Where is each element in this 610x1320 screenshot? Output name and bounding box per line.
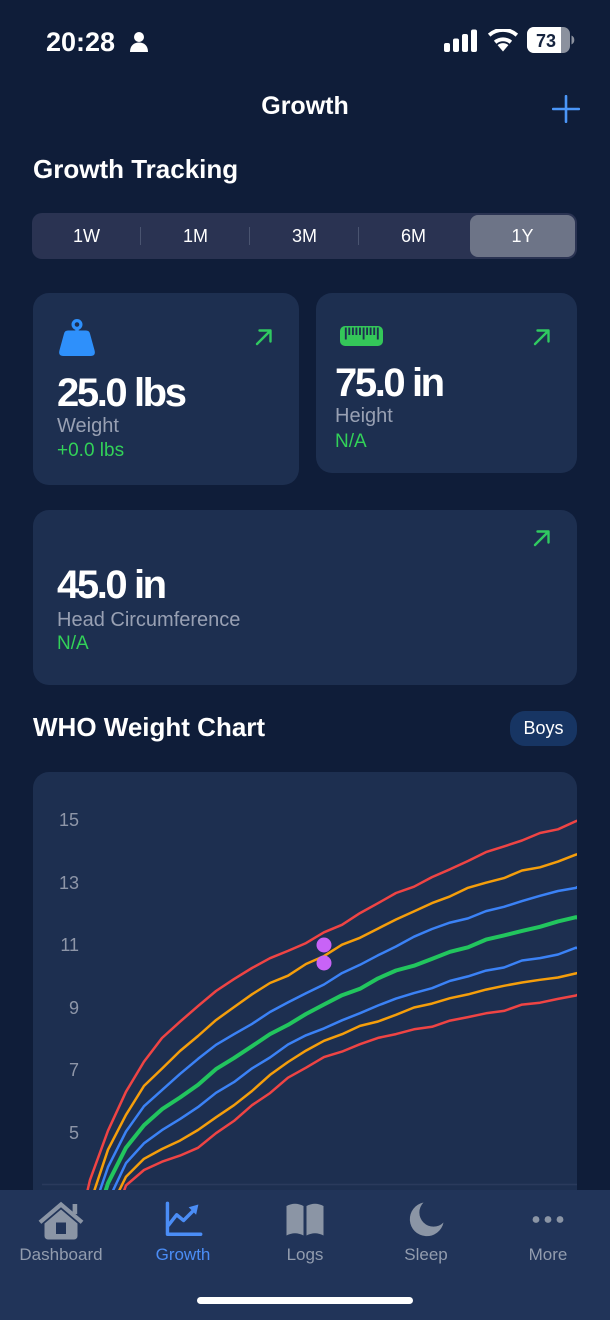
svg-text:73: 73 [536, 31, 556, 51]
